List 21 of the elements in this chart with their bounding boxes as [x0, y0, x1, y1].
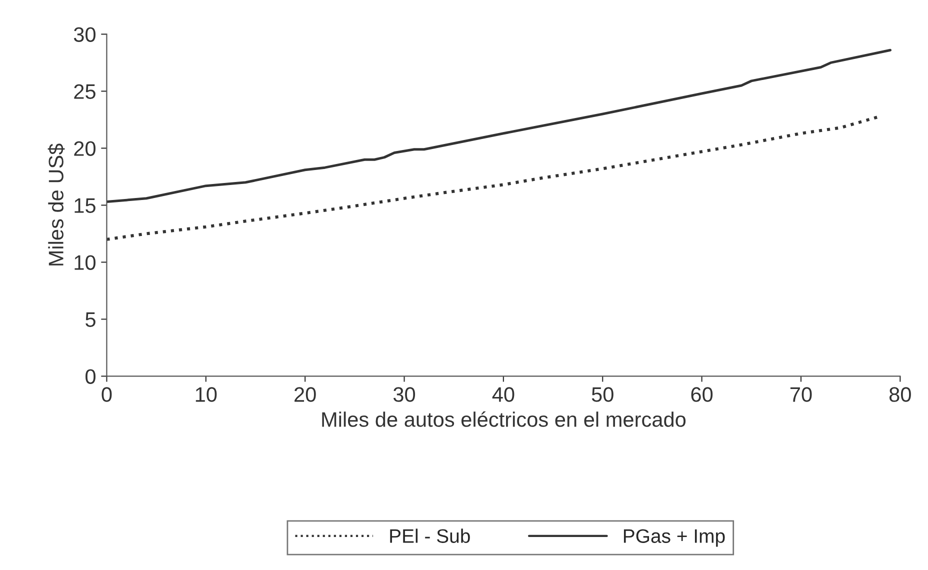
y-tick-label: 5 — [86, 312, 96, 327]
x-axis-title: Miles de autos eléctricos en el mercado — [322, 411, 686, 427]
y-tick-label: 15 — [74, 198, 96, 213]
x-tick-label: 70 — [790, 387, 812, 402]
x-tick-label: 80 — [889, 387, 911, 402]
y-tick-label: 30 — [74, 27, 96, 42]
y-axis-title: Miles de US$ — [48, 144, 65, 266]
x-tick-label: 60 — [691, 387, 713, 402]
legend-label: PEl - Sub — [390, 528, 470, 543]
y-tick-label: 20 — [74, 141, 96, 156]
x-tick-label: 20 — [294, 387, 316, 402]
x-tick-label: 10 — [196, 387, 217, 402]
line-series — [106, 48, 892, 204]
x-tick-label: 40 — [492, 387, 514, 402]
x-tick-label: 50 — [592, 387, 614, 402]
x-tick-label: 30 — [393, 387, 416, 402]
y-tick-label: 0 — [86, 369, 96, 384]
x-tick-label: 0 — [102, 387, 112, 402]
y-tick-label: 10 — [74, 255, 96, 270]
y-tick-label: 25 — [74, 84, 96, 99]
legend-label: PGas + Imp — [624, 529, 725, 547]
